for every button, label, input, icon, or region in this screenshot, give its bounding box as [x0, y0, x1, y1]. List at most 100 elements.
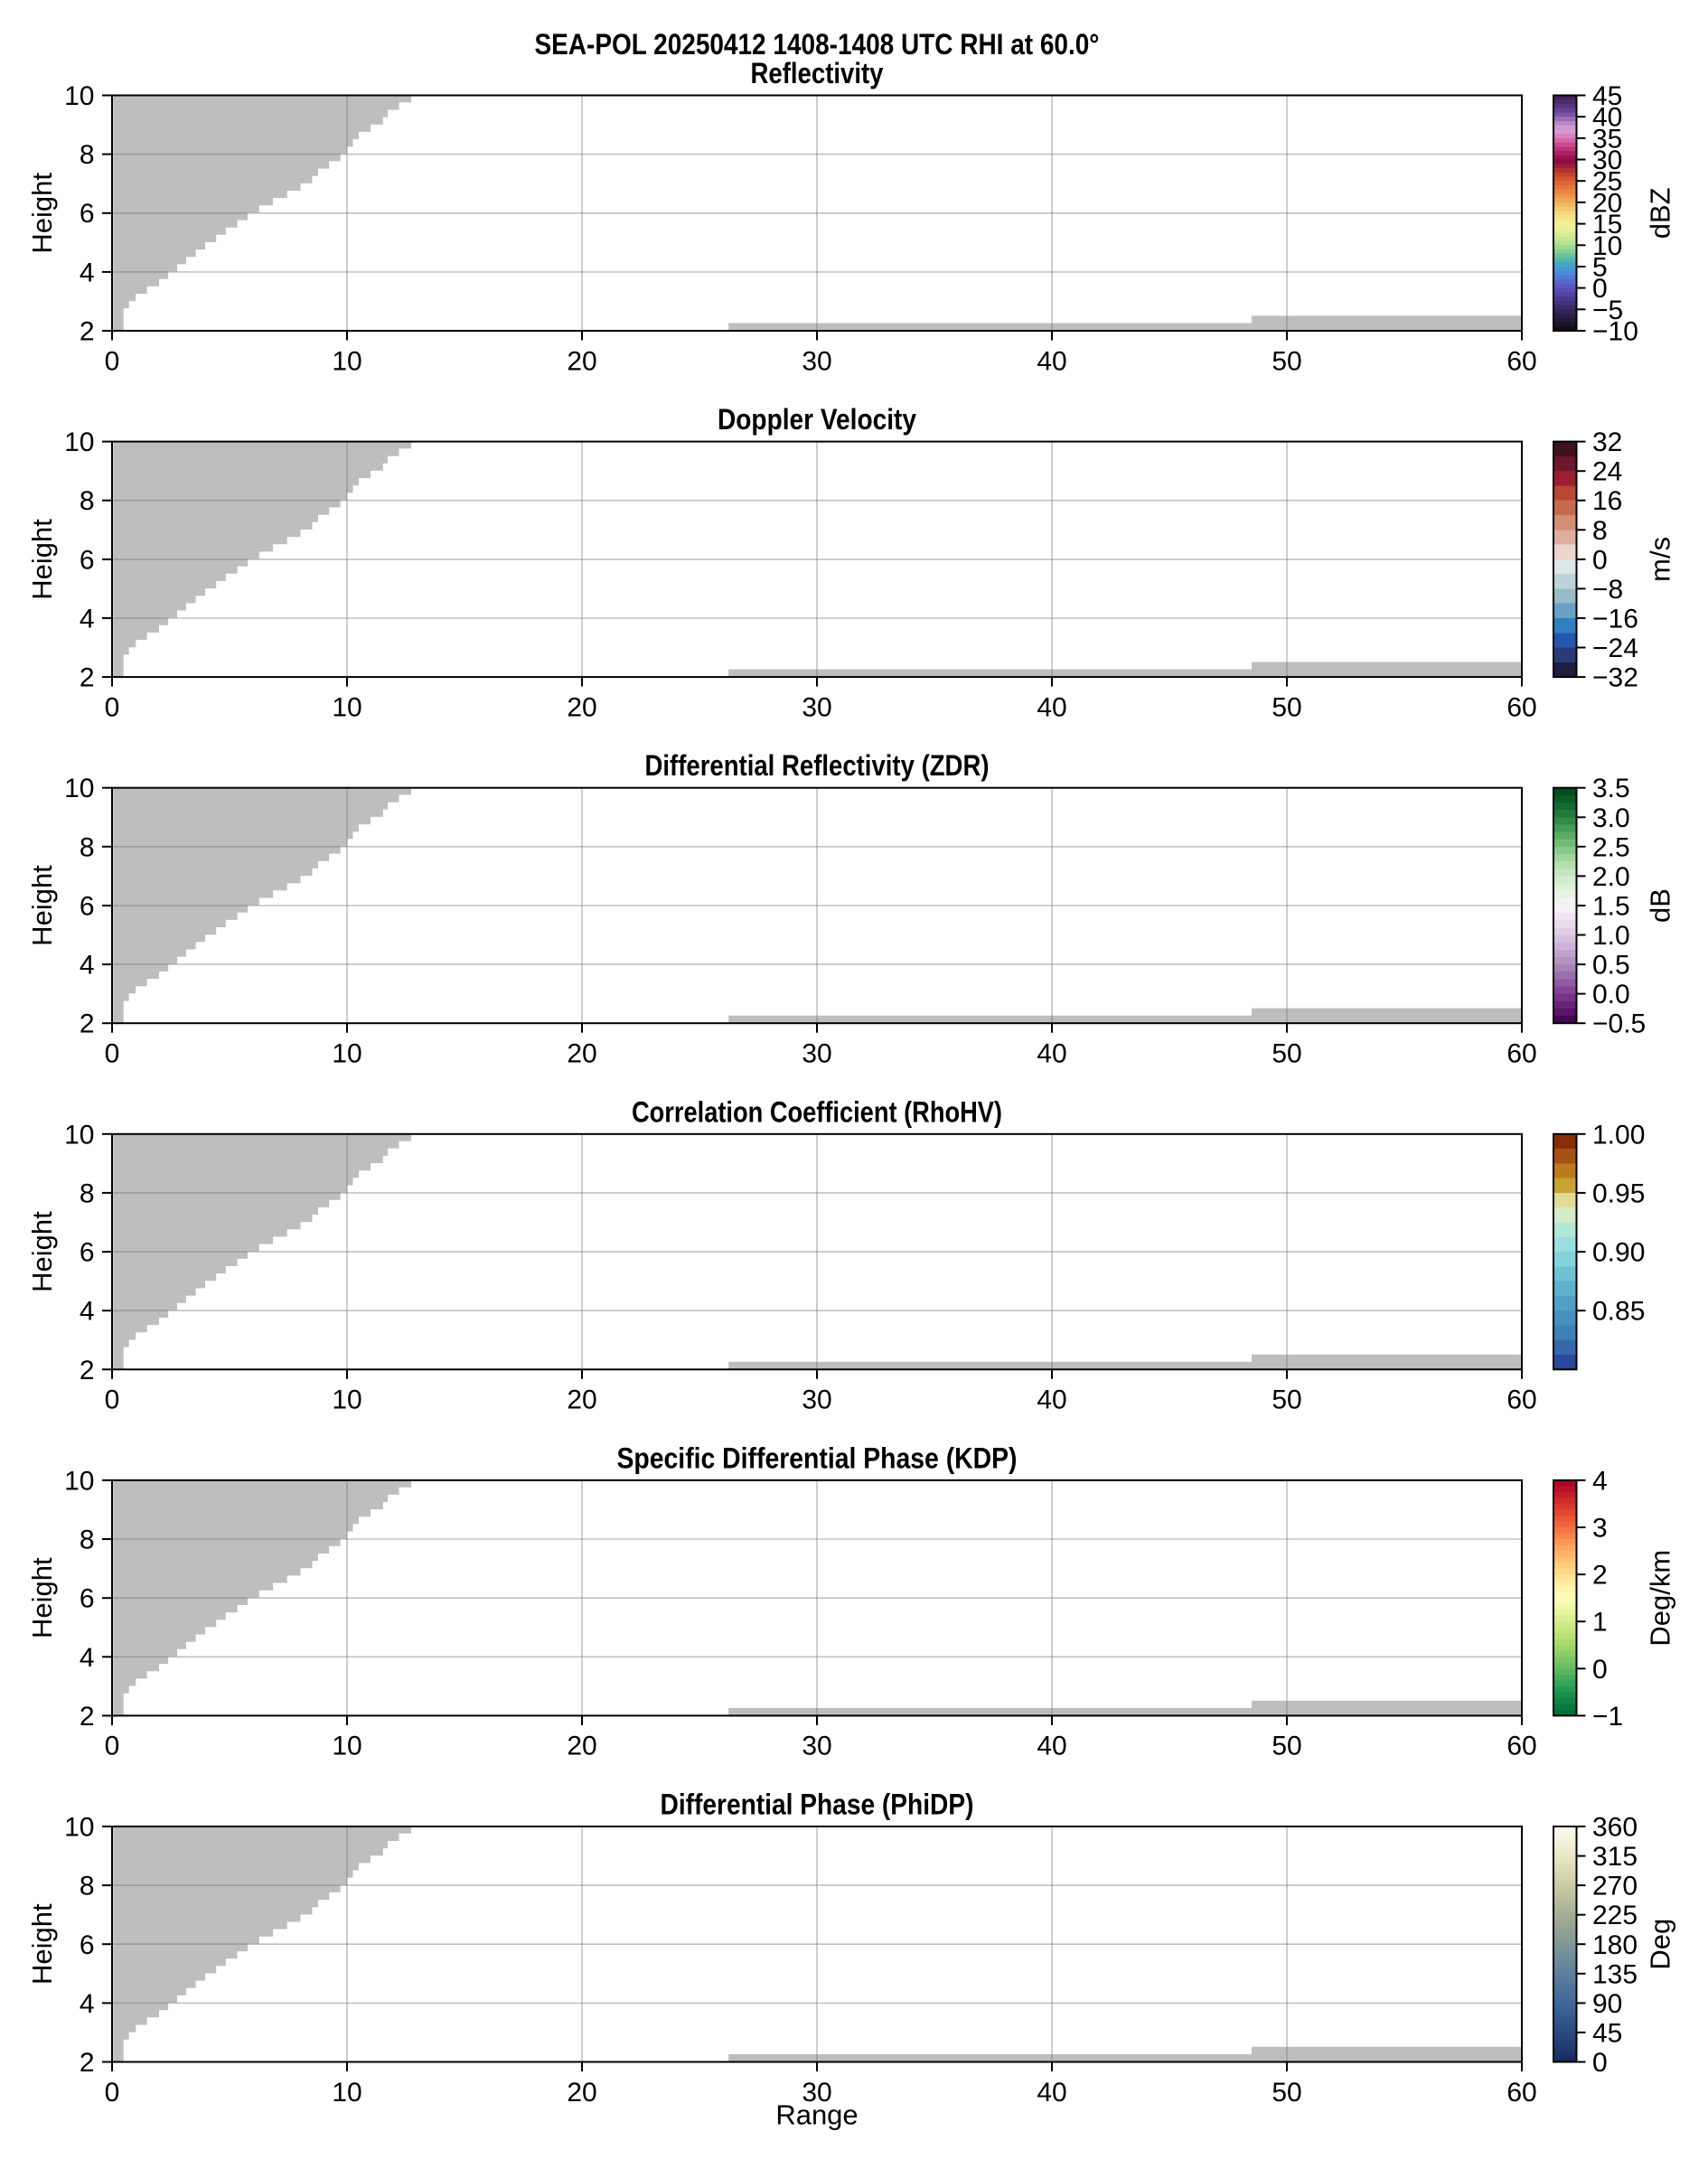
svg-text:Reflectivity: Reflectivity — [751, 57, 884, 89]
svg-text:Doppler Velocity: Doppler Velocity — [718, 403, 916, 436]
svg-text:2: 2 — [80, 2048, 95, 2078]
svg-text:4: 4 — [80, 951, 95, 981]
svg-text:40: 40 — [1037, 1732, 1066, 1761]
svg-text:135: 135 — [1592, 1959, 1638, 1989]
svg-text:180: 180 — [1592, 1930, 1638, 1960]
svg-text:Specific Differential Phase (K: Specific Differential Phase (KDP) — [617, 1441, 1018, 1474]
svg-text:−24: −24 — [1592, 634, 1638, 663]
svg-text:16: 16 — [1592, 486, 1622, 516]
svg-text:1: 1 — [1592, 1608, 1608, 1638]
svg-text:35: 35 — [1592, 124, 1622, 154]
svg-text:8: 8 — [80, 1526, 95, 1555]
svg-text:3: 3 — [1592, 1514, 1608, 1544]
svg-text:2: 2 — [80, 1702, 95, 1732]
svg-text:4: 4 — [80, 605, 95, 634]
svg-text:0.0: 0.0 — [1592, 980, 1630, 1009]
svg-text:dBZ: dBZ — [1645, 187, 1676, 239]
svg-text:50: 50 — [1272, 346, 1301, 376]
svg-text:10: 10 — [1592, 231, 1622, 261]
svg-text:20: 20 — [567, 1732, 596, 1761]
svg-text:6: 6 — [80, 892, 95, 922]
svg-text:30: 30 — [802, 1385, 831, 1415]
svg-text:Height: Height — [26, 865, 58, 946]
svg-text:40: 40 — [1037, 1385, 1066, 1415]
svg-text:8: 8 — [80, 1872, 95, 1901]
svg-text:6: 6 — [80, 199, 95, 229]
svg-text:50: 50 — [1272, 692, 1301, 722]
svg-text:6: 6 — [80, 1584, 95, 1614]
svg-text:10: 10 — [332, 1385, 361, 1415]
svg-text:40: 40 — [1592, 103, 1622, 133]
svg-text:20: 20 — [567, 346, 596, 376]
svg-text:8: 8 — [80, 832, 95, 862]
svg-text:0: 0 — [105, 1385, 120, 1415]
svg-text:2: 2 — [80, 317, 95, 347]
svg-text:60: 60 — [1506, 692, 1536, 722]
svg-text:0: 0 — [105, 1732, 120, 1761]
svg-text:50: 50 — [1272, 2078, 1301, 2108]
svg-text:2.0: 2.0 — [1592, 862, 1630, 892]
svg-text:10: 10 — [332, 2078, 361, 2108]
svg-text:0: 0 — [1592, 2048, 1608, 2078]
svg-text:360: 360 — [1592, 1813, 1638, 1843]
svg-text:30: 30 — [1592, 146, 1622, 175]
svg-text:40: 40 — [1037, 1039, 1066, 1069]
svg-text:8: 8 — [80, 1178, 95, 1208]
svg-text:4: 4 — [80, 1989, 95, 2019]
svg-text:SEA-POL 20250412 1408-1408 UTC: SEA-POL 20250412 1408-1408 UTC RHI at 60… — [535, 28, 1100, 61]
svg-text:Height: Height — [26, 519, 58, 600]
svg-text:2: 2 — [1592, 1561, 1608, 1591]
svg-text:−10: −10 — [1592, 317, 1638, 347]
svg-text:8: 8 — [80, 140, 95, 170]
svg-text:−1: −1 — [1592, 1702, 1623, 1732]
svg-text:6: 6 — [80, 1238, 95, 1268]
svg-text:Height: Height — [26, 1557, 58, 1638]
svg-text:8: 8 — [80, 486, 95, 516]
svg-text:0: 0 — [1592, 1655, 1608, 1685]
svg-text:2: 2 — [80, 663, 95, 693]
svg-text:40: 40 — [1037, 692, 1066, 722]
svg-text:40: 40 — [1037, 2078, 1066, 2108]
svg-text:30: 30 — [802, 692, 831, 722]
svg-text:50: 50 — [1272, 1385, 1301, 1415]
svg-text:20: 20 — [1592, 188, 1622, 218]
svg-text:90: 90 — [1592, 1989, 1622, 2019]
svg-text:0: 0 — [1592, 545, 1608, 575]
svg-text:10: 10 — [332, 1039, 361, 1069]
svg-text:15: 15 — [1592, 210, 1622, 239]
svg-text:25: 25 — [1592, 167, 1622, 197]
svg-text:0.85: 0.85 — [1592, 1297, 1645, 1327]
svg-text:0: 0 — [105, 1039, 120, 1069]
svg-text:10: 10 — [64, 427, 94, 457]
svg-text:8: 8 — [1592, 516, 1608, 546]
svg-text:6: 6 — [80, 545, 95, 575]
svg-text:0.90: 0.90 — [1592, 1238, 1645, 1268]
svg-text:2: 2 — [80, 1009, 95, 1039]
svg-text:45: 45 — [1592, 81, 1622, 111]
svg-text:10: 10 — [64, 774, 94, 803]
svg-text:Deg: Deg — [1645, 1919, 1676, 1970]
svg-text:−8: −8 — [1592, 575, 1623, 605]
svg-text:40: 40 — [1037, 346, 1066, 376]
svg-text:dB: dB — [1645, 888, 1676, 923]
svg-text:2.5: 2.5 — [1592, 832, 1630, 862]
svg-text:0.95: 0.95 — [1592, 1178, 1645, 1208]
svg-text:2: 2 — [80, 1356, 95, 1385]
svg-text:0.5: 0.5 — [1592, 951, 1630, 981]
svg-text:30: 30 — [802, 1039, 831, 1069]
svg-text:Differential Phase (PhiDP): Differential Phase (PhiDP) — [661, 1789, 974, 1821]
svg-text:−5: −5 — [1592, 296, 1623, 325]
svg-text:45: 45 — [1592, 2018, 1622, 2048]
svg-text:24: 24 — [1592, 457, 1622, 487]
svg-text:60: 60 — [1506, 1385, 1536, 1415]
svg-text:4: 4 — [1592, 1466, 1608, 1496]
svg-text:Differential Reflectivity (ZDR: Differential Reflectivity (ZDR) — [645, 749, 990, 782]
svg-text:20: 20 — [567, 1385, 596, 1415]
svg-text:32: 32 — [1592, 427, 1622, 457]
svg-text:−32: −32 — [1592, 663, 1638, 693]
svg-text:60: 60 — [1506, 1732, 1536, 1761]
svg-text:−0.5: −0.5 — [1592, 1009, 1646, 1039]
svg-text:10: 10 — [332, 346, 361, 376]
svg-text:0: 0 — [1592, 274, 1608, 304]
svg-text:10: 10 — [64, 1120, 94, 1150]
